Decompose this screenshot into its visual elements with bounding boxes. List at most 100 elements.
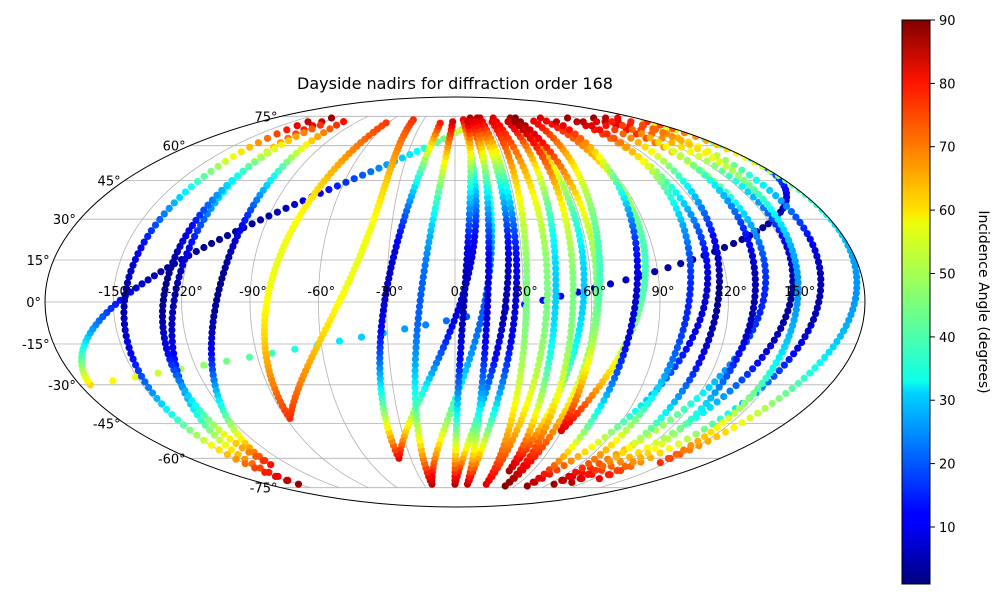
- data-point: [631, 298, 640, 306]
- data-point: [694, 322, 702, 330]
- data-point: [248, 220, 256, 228]
- lon-tick-label: 150°: [784, 285, 815, 300]
- data-point: [775, 394, 783, 403]
- data-point: [485, 244, 493, 252]
- data-point: [715, 266, 723, 274]
- data-point: [516, 199, 524, 207]
- data-point: [634, 138, 642, 147]
- data-point: [689, 333, 697, 342]
- data-point: [463, 255, 471, 264]
- data-point: [188, 238, 196, 246]
- data-point: [682, 345, 690, 353]
- data-point: [683, 238, 692, 246]
- data-point: [744, 327, 752, 335]
- data-point: [176, 193, 184, 202]
- data-point: [300, 129, 308, 137]
- data-point: [168, 332, 176, 340]
- data-point: [376, 349, 384, 357]
- data-point: [707, 394, 715, 402]
- data-point: [484, 279, 492, 287]
- data-point: [701, 245, 709, 253]
- data-point: [509, 326, 517, 334]
- lon-tick-label: 0°: [451, 285, 466, 300]
- data-point: [751, 320, 760, 328]
- data-point: [522, 261, 531, 269]
- data-point: [382, 119, 390, 127]
- data-point: [585, 460, 593, 468]
- data-point: [485, 261, 493, 269]
- data-point: [569, 292, 577, 300]
- data-point: [792, 213, 800, 221]
- data-point: [543, 370, 551, 378]
- data-point: [742, 230, 750, 238]
- data-point: [566, 239, 574, 247]
- data-point: [568, 478, 576, 486]
- data-point: [414, 314, 422, 322]
- data-point: [223, 451, 231, 459]
- data-point: [793, 268, 801, 276]
- data-point: [664, 454, 673, 463]
- data-point: [567, 457, 575, 465]
- data-point: [851, 295, 860, 303]
- data-point: [595, 153, 603, 161]
- data-point: [684, 182, 692, 190]
- data-point: [456, 355, 464, 363]
- data-point: [625, 444, 633, 452]
- data-point: [713, 423, 721, 432]
- data-point: [460, 297, 468, 305]
- data-point: [750, 264, 758, 272]
- data-point: [180, 421, 188, 429]
- data-point: [472, 212, 480, 220]
- data-point: [711, 181, 719, 189]
- data-point: [686, 148, 694, 156]
- data-point: [377, 328, 385, 336]
- data-point: [612, 453, 621, 461]
- data-point: [676, 425, 684, 433]
- data-point: [548, 337, 556, 345]
- data-point: [560, 452, 568, 461]
- data-point: [264, 149, 272, 157]
- data-point: [677, 143, 685, 151]
- data-point: [515, 193, 523, 202]
- data-point: [154, 369, 162, 377]
- data-point: [411, 361, 419, 369]
- data-point: [760, 291, 769, 299]
- data-point: [543, 302, 551, 311]
- data-point: [481, 338, 490, 346]
- data-point: [747, 246, 755, 255]
- data-point: [679, 221, 687, 229]
- data-point: [379, 312, 387, 320]
- data-point: [730, 239, 738, 248]
- data-point: [263, 134, 272, 142]
- data-point: [414, 320, 422, 328]
- data-point: [292, 133, 300, 141]
- data-point: [590, 413, 599, 421]
- data-point: [488, 367, 496, 375]
- data-point: [461, 279, 469, 287]
- data-point: [686, 291, 694, 299]
- data-point: [662, 143, 670, 151]
- data-point: [211, 307, 219, 315]
- data-point: [580, 281, 588, 289]
- colorbar-tick-label: 40: [939, 331, 956, 346]
- data-point: [684, 302, 692, 311]
- data-point: [209, 318, 217, 326]
- data-point: [726, 387, 734, 395]
- data-point: [523, 400, 531, 408]
- data-point: [302, 141, 311, 149]
- data-point: [585, 228, 594, 236]
- data-point: [738, 376, 746, 384]
- data-point: [493, 349, 501, 357]
- data-point: [480, 355, 488, 363]
- data-point: [488, 118, 496, 126]
- data-point: [325, 186, 333, 194]
- data-point: [687, 188, 696, 196]
- data-point: [271, 472, 280, 480]
- data-point: [200, 206, 208, 214]
- data-point: [757, 244, 765, 252]
- data-point: [484, 297, 492, 305]
- data-point: [501, 204, 509, 212]
- data-point: [697, 405, 706, 413]
- data-point: [513, 261, 521, 269]
- data-point: [568, 262, 577, 271]
